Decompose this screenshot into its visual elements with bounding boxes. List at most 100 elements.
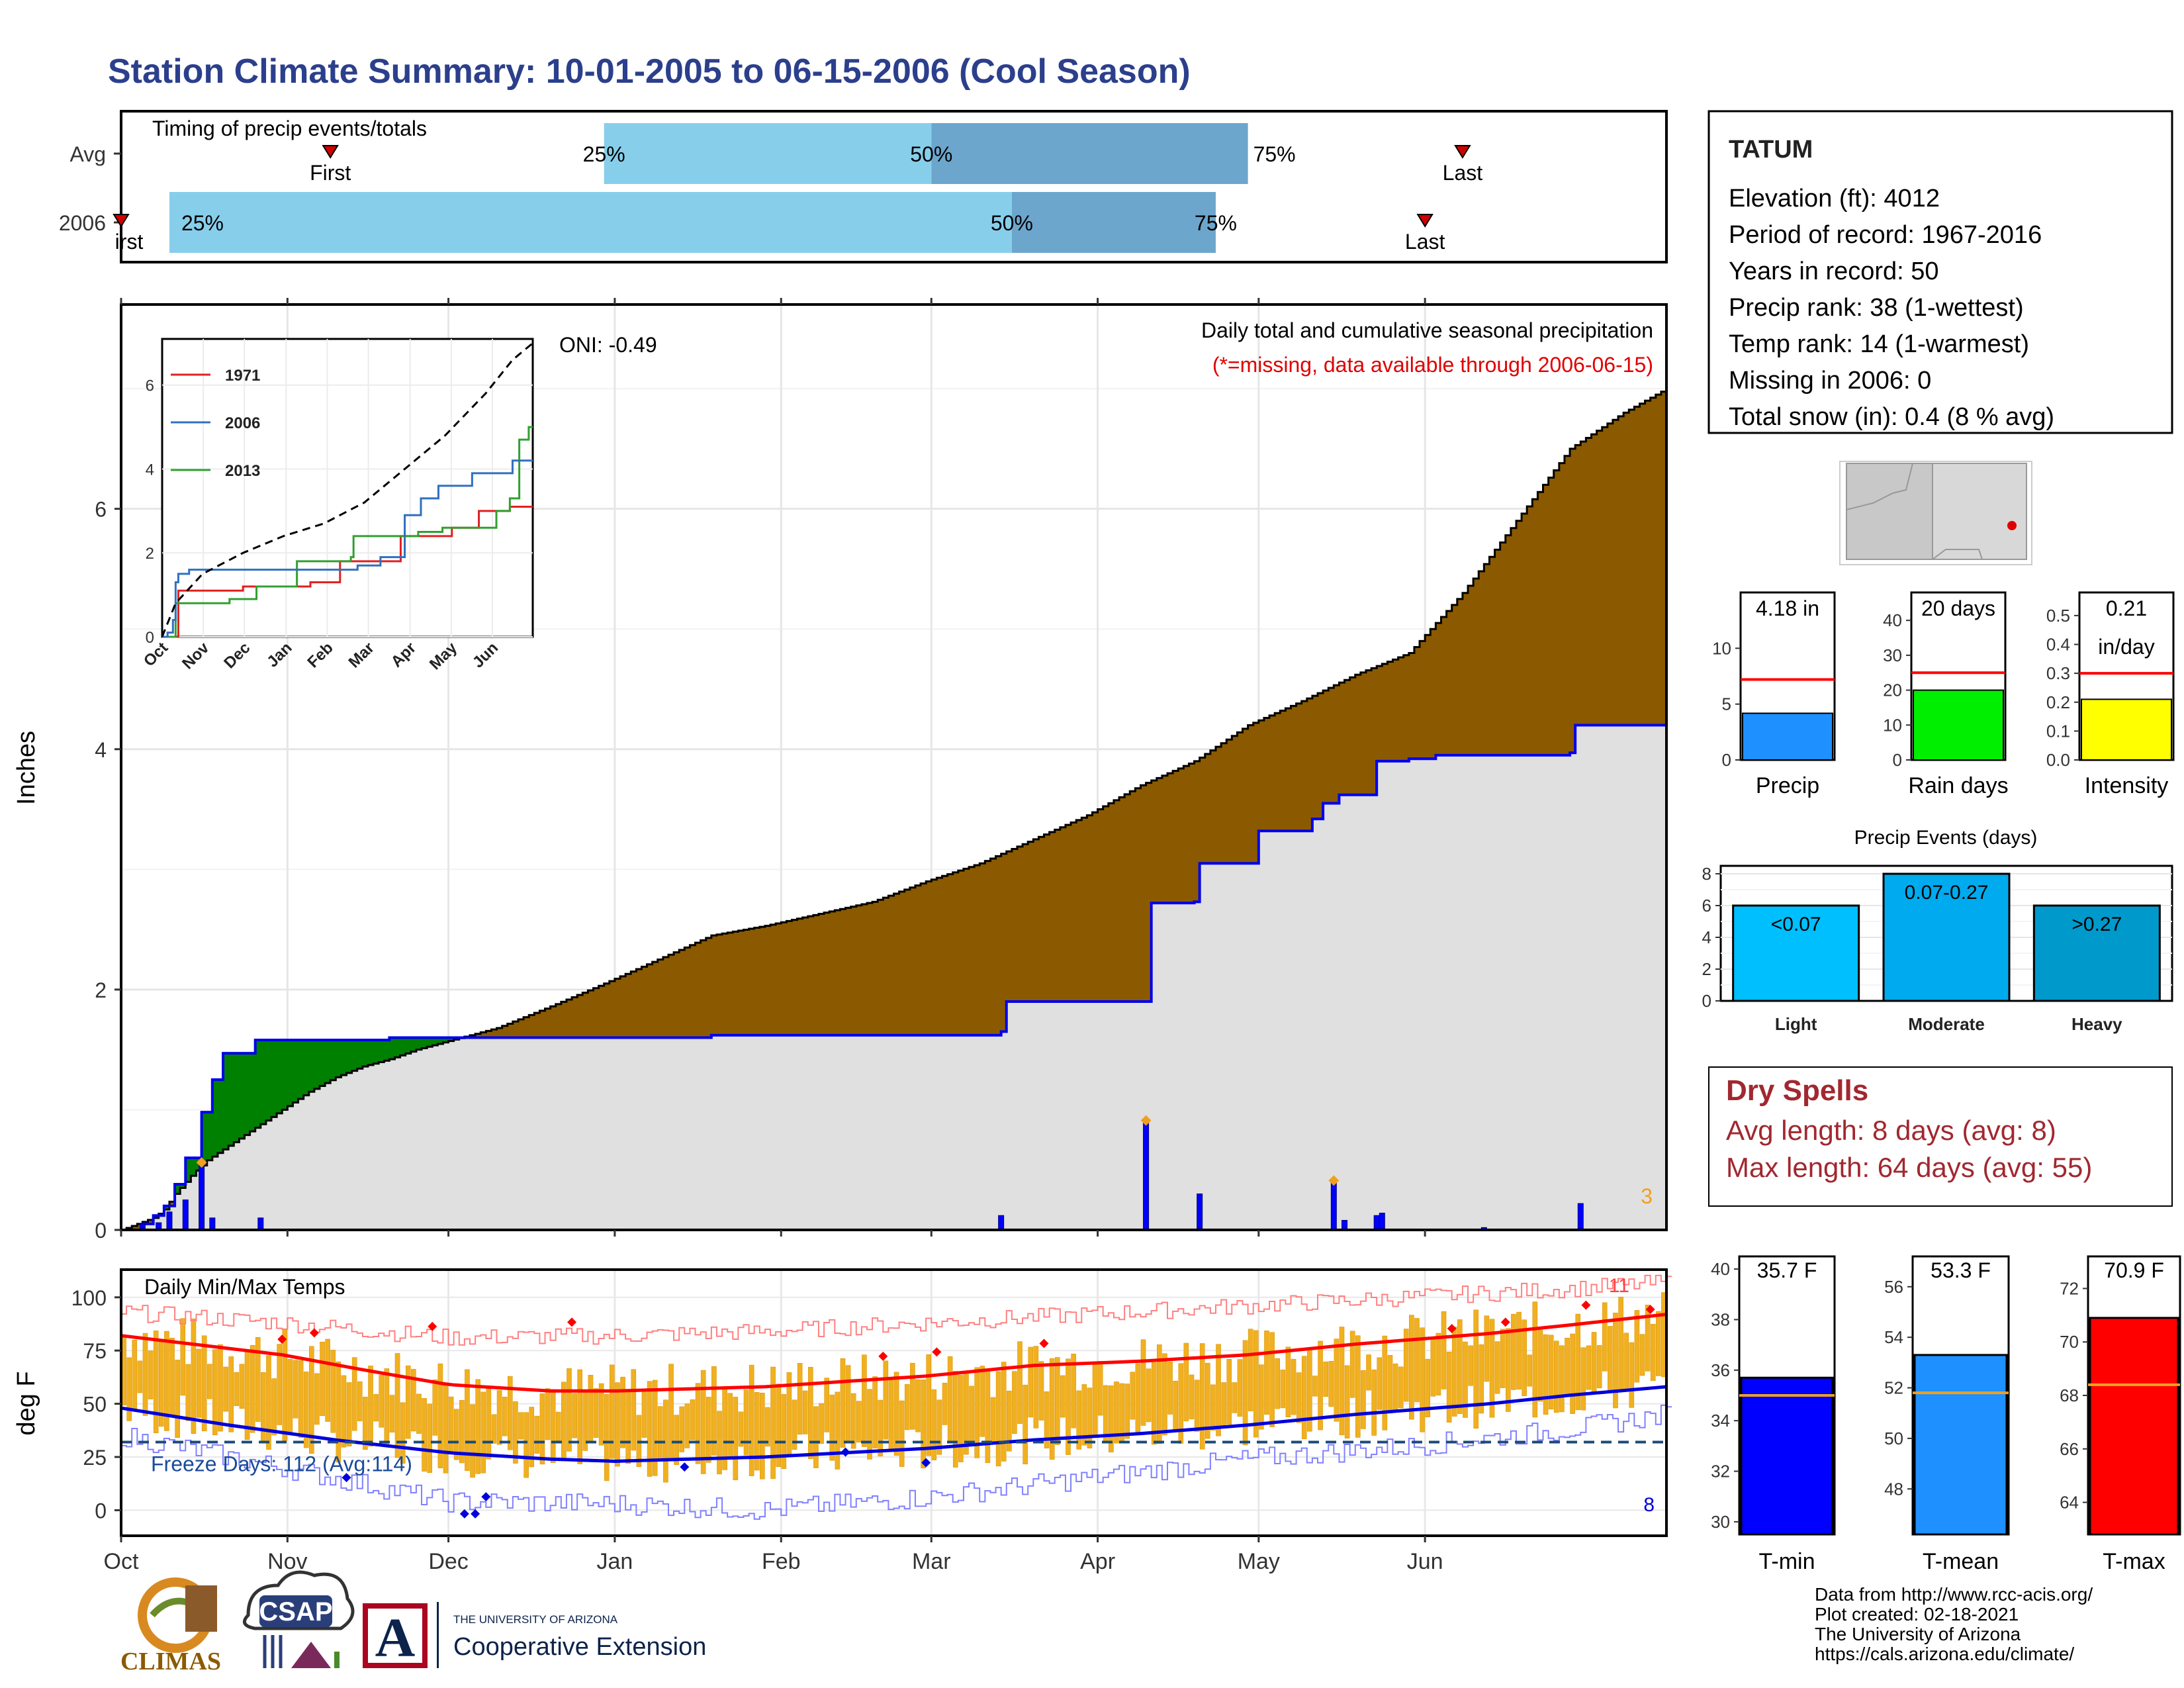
station-info-line: Precip rank: 38 (1-wettest) [1729,294,2024,322]
timing-label-first: First [310,161,351,185]
totals-y-tick-label: 40 [1883,610,1902,630]
temps-y-tick-label: 100 [71,1286,107,1310]
totals-y-tick-label: 0.1 [2046,721,2070,741]
precip-surplus-area [153,1037,465,1218]
events-category-label: Moderate [1908,1014,1985,1034]
tsum-bar [1913,1354,2008,1536]
events-y-tick-label: 4 [1702,927,1711,947]
totals-bar [2081,698,2172,761]
precip-y-tick-label: 4 [95,738,107,762]
tsum-y-tick-label: 68 [2060,1385,2079,1405]
timing-label-50: 50% [910,142,952,166]
month-tick-label: May [1238,1549,1280,1574]
month-tick-label: Dec [428,1549,468,1574]
csap-logo: CSAP [242,1570,355,1668]
daily-precip-bar [257,1217,264,1231]
freeze-days-label: Freeze Days: 112 (Avg:114) [151,1452,412,1476]
tmax-average-line [120,1313,1667,1393]
daily-precip-bar [1379,1213,1385,1231]
tsum-y-tick-label: 72 [2060,1278,2079,1298]
timing-bar-25-50 [169,192,1012,253]
page-title: Station Climate Summary: 10-01-2005 to 0… [108,52,1191,91]
tsum-y-tick-label: 50 [1884,1429,1903,1448]
ua-big: Cooperative Extension [453,1633,706,1661]
record-max-count: 11 [1609,1275,1629,1297]
tsum-category-label: T-max [2103,1549,2165,1574]
inset-frame [161,338,534,638]
precip-ylabel: Inches [13,731,40,805]
totals-y-tick-label: 0.4 [2046,635,2070,655]
daily-precip-bar [1330,1181,1337,1231]
tsum-value-label: 35.7 F [1757,1258,1817,1282]
totals-value-label: 4.18 in [1756,596,1819,620]
inset-average-line [161,342,533,637]
station-location-dot [2007,521,2017,530]
record-max-line [121,1274,1672,1346]
month-tick-label: Jun [1407,1549,1443,1574]
timing-bar-50-75 [931,123,1248,184]
month-tick-label: Nov [267,1549,307,1574]
events-bar-label: >0.27 [2071,914,2122,935]
climas-logo: CLIMAS [120,1577,221,1675]
station-info-box: TATUM Elevation (ft): 4012 Period of reco… [1707,110,2173,434]
inset-series-2013 [162,426,533,638]
record-high-marker [1500,1317,1510,1327]
temps-frame [120,1268,1668,1537]
inset-legend-label: 2013 [225,462,260,480]
record-low-marker [841,1447,850,1457]
precip-y-tick-label: 6 [95,498,107,522]
temps-y-tick-label: 0 [95,1499,107,1523]
timing-label-75: 75% [1195,211,1237,235]
temps-panel: Freeze Days: 112 (Avg:114) 0 25 50 75 100 Dail… [13,1268,1672,1537]
events-bar [1732,904,1860,1002]
totals-category-label: Intensity [2085,773,2169,798]
tsum-category-label: T-min [1759,1549,1815,1574]
temps-y-tick-label: 50 [83,1393,107,1417]
totals-panel: 4.18 in 0 5 10 Precip 20 days 0 10 20 30 40 Rain da… [1712,591,2175,798]
precip-frame [120,303,1668,1231]
totals-y-tick-label: 10 [1883,715,1902,735]
precip-title: Daily total and cumulative seasonal prec… [1201,318,1653,342]
tsum-value-label: 70.9 F [2104,1258,2164,1282]
daily-precip-bar [1143,1121,1150,1231]
timing-label-last: Last [1443,161,1483,185]
ua-letter: A [375,1607,416,1669]
record-high-marker [1039,1338,1049,1348]
temps-y-tick-label: 25 [83,1446,107,1470]
totals-y-tick-label: 20 [1883,680,1902,700]
temps-title: Daily Min/Max Temps [144,1275,345,1299]
daily-precip-record-marker [1140,1115,1152,1126]
timing-label-25: 25% [583,142,625,166]
station-name: TATUM [1729,136,1813,164]
tsum-y-tick-label: 36 [1711,1360,1730,1380]
daily-precip-bar [1577,1203,1584,1231]
tsum-y-tick-label: 56 [1884,1277,1903,1297]
dry-spells-box: Dry Spells Avg length: 8 days (avg: 8) M… [1708,1066,2173,1207]
events-panel: Precip Events (days) <0.07 Light 0.07-0.27 M… [1702,827,2173,1034]
dry-spells-avg: Avg length: 8 days (avg: 8) [1726,1115,2056,1146]
inset-y-tick-label: 6 [146,377,154,395]
tsum-category-label: T-mean [1923,1549,1999,1574]
totals-y-tick-label: 30 [1883,645,1902,665]
month-tick-label: Apr [1080,1549,1115,1574]
timing-label-50: 50% [991,211,1033,235]
record-low-marker [471,1509,480,1519]
timing-bar-25-50 [604,123,932,184]
precip-subtitle: (*=missing, data available through 2006-… [1212,353,1653,377]
events-bar-label: 0.07-0.27 [1905,882,1989,904]
daily-precip-bar [998,1215,1005,1231]
timing-bar-50-75 [1011,192,1216,253]
daily-precip-record-marker [196,1157,207,1168]
record-high-marker [277,1335,287,1344]
record-high-marker [428,1321,437,1331]
record-high-marker [1581,1300,1591,1310]
tsum-y-tick-label: 48 [1884,1479,1903,1499]
timing-row-label: Avg [69,142,106,166]
state-locator-map [1839,461,2032,565]
precip-2006-fill [121,725,1666,1230]
timing-marker-last [1416,214,1433,228]
temps-ylabel: deg F [13,1371,40,1435]
totals-value-sublabel: in/day [2098,635,2154,659]
timing-row-label: 2006 [59,211,106,235]
precip-2006-cumulative-line [121,724,1666,1231]
